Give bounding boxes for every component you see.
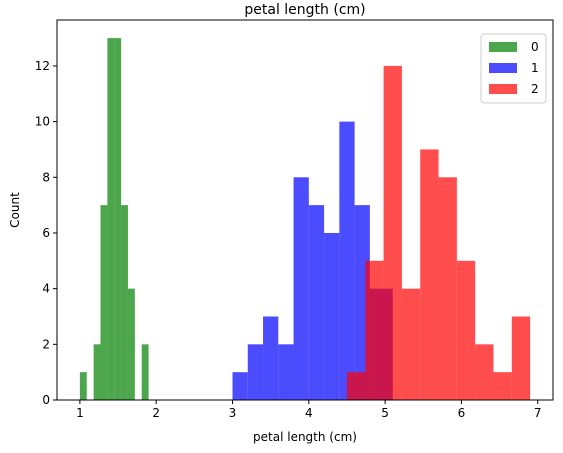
y-axis-label: Count	[8, 192, 22, 228]
x-tick-label: 1	[76, 406, 84, 420]
bar-series-2-bin-0	[346, 372, 366, 400]
x-tick-label: 3	[229, 406, 237, 420]
y-tick-label: 10	[35, 115, 50, 129]
bar-series-2-bin-5	[438, 177, 457, 400]
bar-series-1-bin-7	[339, 121, 355, 400]
y-tick-label: 6	[42, 226, 50, 240]
y-tick-label: 2	[42, 337, 50, 351]
x-tick-label: 5	[381, 406, 389, 420]
x-axis-label: petal length (cm)	[253, 430, 357, 444]
bar-series-2-bin-2	[383, 65, 402, 400]
bar-series-1-bin-6	[324, 232, 340, 400]
bar-series-1-bin-2	[263, 316, 279, 400]
legend: 0 1 2	[480, 33, 547, 104]
x-axis-ticks: 1 2 3 4 5 6 7	[76, 400, 542, 420]
bar-series-0-bin-6	[121, 205, 128, 400]
legend-label-0: 0	[531, 40, 539, 54]
bar-series-0-bin-3	[100, 205, 108, 400]
bar-series-0-bin-5	[114, 38, 122, 400]
legend-swatch-2	[489, 84, 517, 94]
bar-series-0-bin-0	[79, 372, 87, 400]
bar-series-2-bin-6	[456, 260, 476, 400]
bar-series-1-bin-5	[308, 205, 325, 400]
bar-series-1-bin-0	[232, 372, 248, 400]
bar-series-2-bin-9	[511, 316, 531, 400]
y-tick-label: 0	[42, 393, 50, 407]
y-tick-label: 4	[42, 282, 50, 296]
bar-series-2-bin-8	[493, 372, 512, 400]
x-tick-label: 6	[458, 406, 466, 420]
bar-series-2-bin-4	[420, 149, 439, 400]
plot-frame	[56, 19, 554, 401]
chart-title: petal length (cm)	[244, 2, 365, 18]
bar-series-0-bin-9	[141, 344, 149, 400]
x-tick-label: 4	[305, 406, 313, 420]
bar-series-2-bin-3	[401, 288, 421, 400]
y-tick-label: 8	[42, 170, 50, 184]
bar-series-0-bin-7	[127, 288, 135, 400]
bar-series-0-bin-2	[93, 344, 101, 400]
bar-series-2-bin-1	[365, 260, 384, 400]
y-axis-ticks: 0 2 4 6 8 10 12	[35, 59, 57, 407]
y-tick-label: 12	[35, 59, 50, 73]
x-tick-label: 2	[152, 406, 160, 420]
bar-series-1-bin-1	[247, 344, 264, 400]
bar-series-2-bin-7	[475, 344, 494, 400]
bar-series-0-bin-4	[107, 38, 115, 400]
legend-swatch-0	[489, 42, 517, 52]
x-tick-label: 7	[534, 406, 542, 420]
legend-label-2: 2	[531, 82, 539, 96]
legend-swatch-1	[489, 63, 517, 73]
legend-label-1: 1	[531, 61, 539, 75]
bar-series-1-bin-3	[278, 344, 294, 400]
bars-layer	[79, 38, 531, 400]
bar-series-1-bin-4	[293, 177, 309, 400]
